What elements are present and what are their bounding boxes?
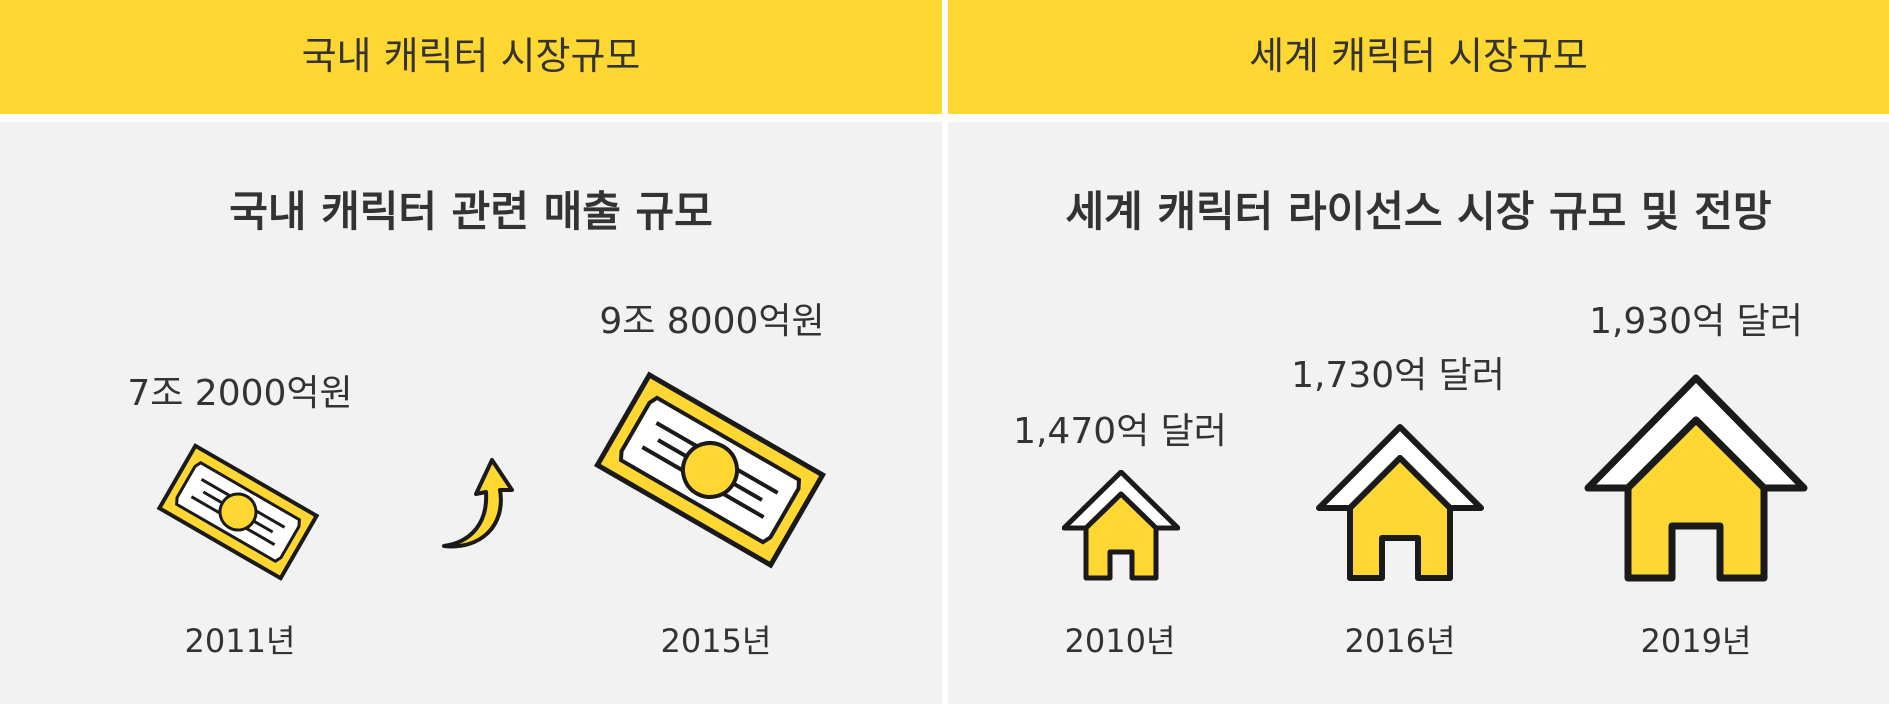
year-2015: 2015년 bbox=[660, 622, 772, 660]
domestic-market-panel: 국내 캐릭터 시장규모 국내 캐릭터 관련 매출 규모 7조 2000억원 9조… bbox=[0, 0, 942, 704]
banknote-small-icon bbox=[156, 443, 320, 581]
year-2011: 2011년 bbox=[184, 622, 296, 660]
value-2010: 1,470억 달러 bbox=[1013, 411, 1227, 452]
house-small-icon bbox=[1062, 470, 1180, 581]
value-2011: 7조 2000억원 bbox=[127, 373, 353, 414]
global-section-title: 세계 캐릭터 라이선스 시장 규모 및 전망 bbox=[1065, 187, 1772, 236]
banknote-large-icon bbox=[593, 371, 827, 569]
up-arrow-icon bbox=[442, 458, 514, 549]
year-2010: 2010년 bbox=[1064, 622, 1176, 660]
header-divider bbox=[948, 114, 1889, 122]
global-market-panel: 세계 캐릭터 시장규모 세계 캐릭터 라이선스 시장 규모 및 전망 1,470… bbox=[948, 0, 1889, 704]
year-2019: 2019년 bbox=[1640, 622, 1752, 660]
value-2016: 1,730억 달러 bbox=[1291, 355, 1505, 396]
domestic-header-bar: 국내 캐릭터 시장규모 bbox=[0, 0, 942, 114]
value-2015: 9조 8000억원 bbox=[599, 301, 825, 342]
house-medium-icon bbox=[1316, 424, 1484, 581]
domestic-section-title: 국내 캐릭터 관련 매출 규모 bbox=[229, 187, 713, 236]
value-2019: 1,930억 달러 bbox=[1589, 301, 1803, 342]
house-large-icon bbox=[1584, 374, 1808, 582]
global-header-title: 세계 캐릭터 시장규모 bbox=[1249, 34, 1588, 78]
header-divider bbox=[0, 114, 942, 122]
year-2016: 2016년 bbox=[1344, 622, 1456, 660]
domestic-header-title: 국내 캐릭터 시장규모 bbox=[301, 34, 641, 78]
global-header-bar: 세계 캐릭터 시장규모 bbox=[948, 0, 1889, 114]
